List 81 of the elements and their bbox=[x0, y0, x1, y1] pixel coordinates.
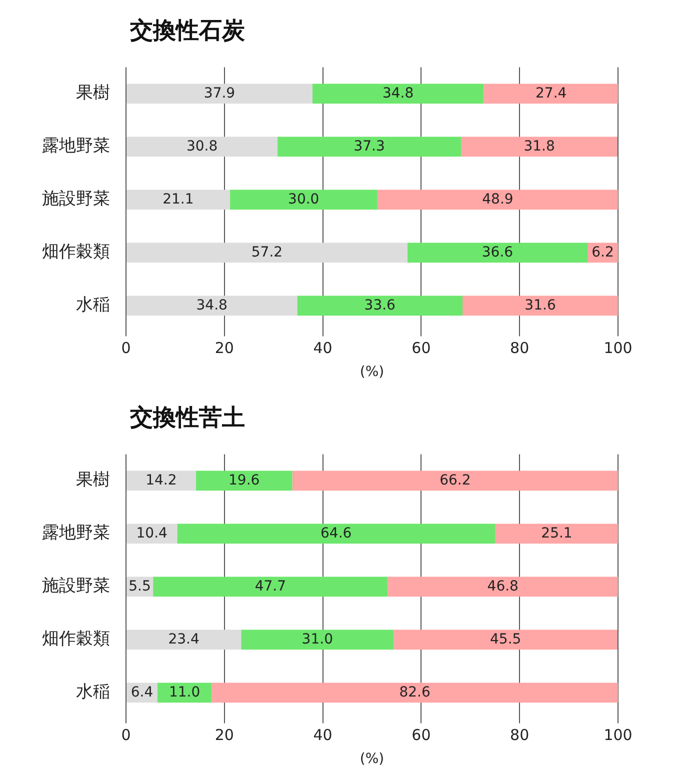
data-label: 31.0 bbox=[302, 631, 333, 648]
data-label: 25.1 bbox=[541, 525, 572, 542]
data-label: 31.6 bbox=[524, 297, 556, 314]
bar bbox=[177, 524, 495, 544]
data-label: 23.4 bbox=[168, 631, 200, 648]
x-tick-label: 80 bbox=[510, 726, 530, 744]
bar bbox=[126, 470, 196, 491]
y-tick-label: 施設野菜 bbox=[42, 189, 110, 210]
data-label: 6.4 bbox=[130, 684, 154, 700]
x-tick-label: 100 bbox=[604, 726, 632, 744]
bar bbox=[297, 296, 463, 316]
bar bbox=[312, 84, 484, 104]
bar bbox=[230, 190, 378, 210]
data-label: 66.2 bbox=[440, 472, 471, 488]
bar bbox=[278, 136, 462, 157]
y-tick-label: 果樹 bbox=[76, 470, 110, 490]
data-label: 57.2 bbox=[251, 244, 283, 260]
data-label: 27.4 bbox=[536, 85, 567, 102]
x-tick-label: 80 bbox=[510, 339, 530, 358]
data-label: 30.8 bbox=[186, 138, 218, 154]
y-tick-label: 水稲 bbox=[76, 295, 110, 316]
bar bbox=[241, 630, 394, 650]
bar bbox=[394, 630, 618, 650]
y-tick-label: 露地野菜 bbox=[42, 523, 110, 544]
data-label: 64.6 bbox=[320, 525, 352, 542]
x-tick-label: 40 bbox=[313, 726, 332, 744]
y-tick-label: 畑作穀類 bbox=[42, 242, 110, 262]
bar bbox=[388, 576, 618, 597]
data-label: 31.8 bbox=[524, 138, 555, 154]
x-tick-label: 20 bbox=[214, 339, 234, 358]
bar bbox=[126, 630, 242, 650]
bar bbox=[126, 136, 278, 157]
data-label: 34.8 bbox=[382, 85, 414, 102]
bar bbox=[126, 190, 230, 210]
bar bbox=[377, 190, 618, 210]
x-tick-label: 0 bbox=[121, 726, 131, 744]
bar bbox=[212, 682, 618, 703]
bar bbox=[126, 242, 408, 263]
bar bbox=[196, 470, 292, 491]
bar bbox=[407, 242, 588, 263]
data-label: 19.6 bbox=[228, 472, 260, 488]
y-tick-label: 露地野菜 bbox=[42, 136, 110, 156]
y-tick-label: 果樹 bbox=[76, 83, 110, 104]
x-tick-label: 100 bbox=[604, 339, 632, 358]
x-tick-label: 20 bbox=[214, 726, 234, 744]
bar bbox=[153, 576, 388, 597]
y-tick-label: 施設野菜 bbox=[42, 576, 110, 596]
data-label: 37.3 bbox=[354, 138, 385, 154]
data-label: 46.8 bbox=[487, 578, 518, 594]
bar bbox=[495, 524, 618, 544]
x-tick-label: 40 bbox=[313, 339, 332, 358]
data-label: 5.5 bbox=[128, 578, 151, 594]
data-label: 10.4 bbox=[136, 525, 168, 542]
bar bbox=[126, 84, 312, 104]
y-tick-label: 畑作穀類 bbox=[42, 629, 110, 650]
x-axis-title: (%) bbox=[360, 751, 384, 768]
x-axis-title: (%) bbox=[360, 364, 384, 380]
bar bbox=[462, 296, 618, 316]
data-label: 45.5 bbox=[490, 631, 522, 648]
data-label: 11.0 bbox=[168, 684, 200, 700]
chart-title: 交換性苦土 bbox=[129, 404, 246, 433]
data-label: 37.9 bbox=[204, 85, 236, 102]
data-label: 6.2 bbox=[592, 244, 614, 260]
x-tick-label: 60 bbox=[412, 726, 431, 744]
chart-title: 交換性石炭 bbox=[129, 17, 246, 46]
bar bbox=[484, 84, 618, 104]
x-tick-label: 60 bbox=[412, 339, 431, 358]
data-label: 47.7 bbox=[254, 578, 286, 594]
data-label: 33.6 bbox=[364, 297, 396, 314]
bar bbox=[461, 136, 618, 157]
data-label: 48.9 bbox=[482, 191, 514, 208]
data-label: 34.8 bbox=[196, 297, 228, 314]
y-tick-label: 水稲 bbox=[76, 682, 110, 702]
data-label: 21.1 bbox=[162, 191, 194, 208]
data-label: 14.2 bbox=[146, 472, 177, 488]
data-label: 36.6 bbox=[482, 244, 514, 260]
bar bbox=[126, 296, 298, 316]
bar bbox=[292, 470, 618, 491]
data-label: 30.0 bbox=[288, 191, 320, 208]
x-tick-label: 0 bbox=[121, 339, 131, 358]
data-label: 82.6 bbox=[399, 684, 430, 700]
